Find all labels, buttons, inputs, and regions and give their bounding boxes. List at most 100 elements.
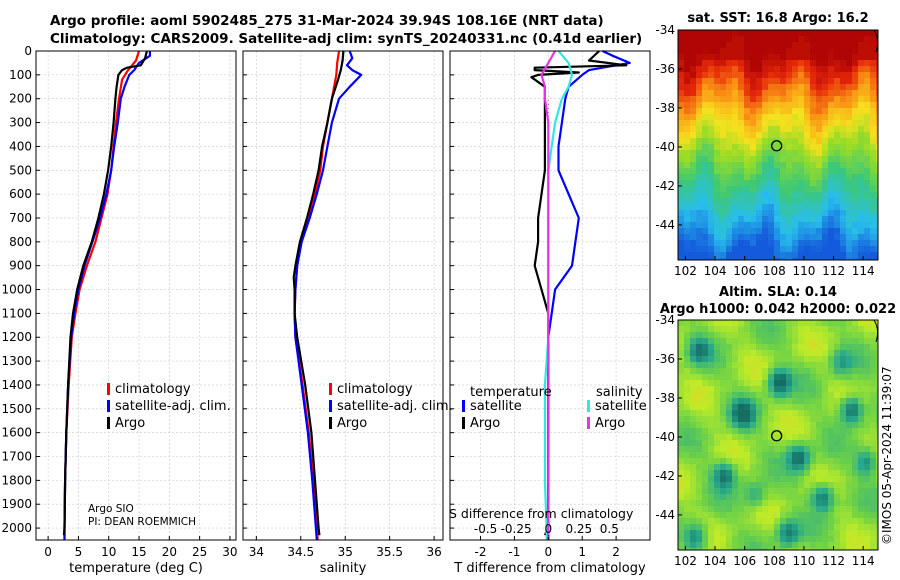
map-frame [677,29,879,261]
map-cell [870,246,877,253]
map-cell [702,542,709,549]
map-cell [762,416,769,423]
map-cell [786,530,793,537]
map-cell [828,422,835,429]
map-cell [744,138,751,145]
map-cell [768,548,775,551]
map-cell [684,36,691,43]
map-cell [780,422,787,429]
map-cell [744,168,751,175]
map-cell [792,234,799,241]
map-cell [768,488,775,495]
map-cell [786,36,793,43]
map-cell [846,36,853,43]
map-cell [690,518,697,525]
map-cell [786,186,793,193]
map-cell [678,320,685,327]
map-cell [738,488,745,495]
map-cell [858,512,865,519]
map-cell [702,78,709,85]
map-cell [852,180,859,187]
map-cell [810,210,817,217]
map-cell [768,398,775,405]
map-cell [834,398,841,405]
map-cell [816,536,823,543]
map-cell [798,108,805,115]
map-cell [678,156,685,163]
map-cell [852,120,859,127]
map-cell [684,446,691,453]
map-cell [708,506,715,513]
map-x-tick-label: 114 [852,264,875,278]
map-cell [852,368,859,375]
map-cell [804,54,811,61]
map-cell [768,126,775,133]
map-cell [738,380,745,387]
map-cell [696,542,703,549]
map-cell [870,542,877,549]
map-cell [822,374,829,381]
map-cell [870,464,877,471]
map-cell [744,500,751,507]
map-cell [708,326,715,333]
map-cell [780,410,787,417]
map-cell [810,320,817,327]
map-cell [696,228,703,235]
map-cell [702,362,709,369]
map-cell [690,36,697,43]
map-cell [732,362,739,369]
map-cell [876,222,879,229]
map-cell [690,524,697,531]
map-cell [822,120,829,127]
map-cell [744,470,751,477]
map-cell [810,398,817,405]
map-cell [720,96,727,103]
map-cell [804,186,811,193]
map-cell [678,180,685,187]
map-cell [816,186,823,193]
map-cell [822,102,829,109]
map-cell [720,198,727,205]
map-cell [738,30,745,37]
map-cell [780,404,787,411]
map-cell [864,252,871,259]
map-cell [750,258,757,261]
map-cell [690,48,697,55]
map-cell [852,156,859,163]
map-cell [732,42,739,49]
map-cell [828,470,835,477]
map-cell [738,36,745,43]
map-cell [696,398,703,405]
map-cell [786,204,793,211]
map-cell [792,258,799,261]
map-cell [726,252,733,259]
map-cell [852,186,859,193]
map-cell [846,228,853,235]
map-cell [864,228,871,235]
map-cell [744,518,751,525]
map-cell [798,192,805,199]
map-cell [876,452,879,459]
map-cell [810,48,817,55]
map-cell [714,410,721,417]
map-y-tick-label: -42 [655,179,675,193]
map-cell [852,84,859,91]
map-cell [828,162,835,169]
map-cell [678,536,685,543]
map-cell [708,78,715,85]
map-cell [696,126,703,133]
map-cell [768,186,775,193]
map-cell [858,258,865,261]
map-cell [708,410,715,417]
map-cell [756,96,763,103]
map-cell [828,252,835,259]
map-cell [804,228,811,235]
map-cell [852,404,859,411]
map-cell [696,374,703,381]
map-cell [858,458,865,465]
map-cell [858,494,865,501]
map-cell [780,96,787,103]
map-cell [858,368,865,375]
map-cell [714,392,721,399]
map-cell [756,54,763,61]
